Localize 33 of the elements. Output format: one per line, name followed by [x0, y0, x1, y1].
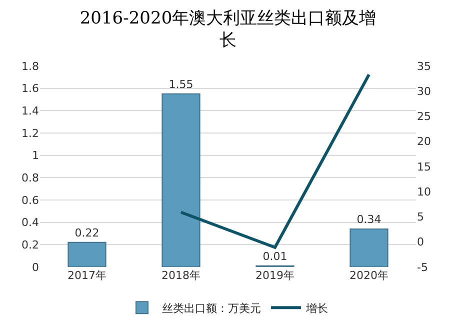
chart-title: 2016-2020年澳大利亚丝类出口额及增长 — [80, 8, 376, 50]
y-tick-label: 0.4 — [22, 216, 39, 230]
y-tick-label: 1.8 — [22, 60, 39, 73]
y-tick-label: 0.2 — [22, 238, 39, 252]
x-tick-label: 2020年 — [350, 269, 388, 282]
y-tick-label: 0.6 — [22, 194, 39, 207]
y2-tick-label: 25 — [417, 110, 431, 124]
bar — [162, 93, 200, 267]
y2-tick-label: 20 — [417, 135, 431, 148]
y2-tick-label: -5 — [417, 260, 428, 274]
data-label: 0.34 — [356, 213, 382, 226]
bar — [68, 242, 106, 267]
data-label: 1.55 — [168, 78, 194, 91]
x-tick-label: 2019年 — [256, 269, 294, 282]
y-tick-label: 0.8 — [22, 172, 39, 185]
y-tick-label: 0 — [32, 260, 39, 274]
y2-tick-label: 10 — [417, 185, 431, 198]
y2-tick-label: 5 — [417, 210, 424, 224]
bar — [350, 228, 388, 267]
y2-tick-label: 15 — [417, 160, 431, 174]
legend-label: 丝类出口额：万美元 — [162, 302, 261, 315]
data-label: 0.01 — [262, 250, 288, 263]
y-tick-label: 1.6 — [22, 82, 39, 96]
y-tick-label: 1.4 — [22, 104, 39, 118]
y-tick-label: 1.2 — [22, 126, 39, 140]
y2-tick-label: 0 — [417, 236, 424, 249]
data-label: 0.22 — [74, 226, 100, 240]
legend-label: 增长 — [305, 302, 328, 315]
y-tick-label: 1 — [32, 149, 39, 162]
x-tick-label: 2017年 — [68, 269, 106, 282]
y2-tick-label: 35 — [417, 60, 431, 73]
x-tick-label: 2018年 — [162, 269, 200, 282]
y2-tick-label: 30 — [417, 84, 431, 98]
